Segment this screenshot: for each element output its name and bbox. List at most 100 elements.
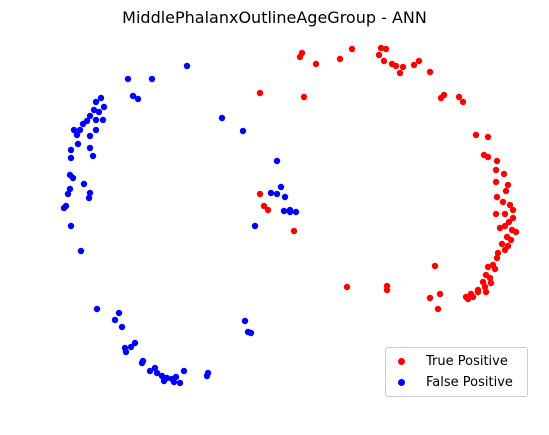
data-point [509,214,517,222]
data-point [86,132,94,140]
data-point [264,206,272,214]
data-point [69,174,77,182]
data-point [296,53,304,61]
data-point [505,218,513,226]
data-point [500,170,508,178]
data-point [281,193,289,201]
data-point [80,180,88,188]
data-point [67,146,75,154]
data-point [60,204,68,212]
data-point [343,283,351,291]
data-point [484,153,492,161]
data-point [504,181,512,189]
data-point [277,183,285,191]
data-point [501,222,509,230]
data-point [85,194,93,202]
data-point [506,201,514,209]
data-point [410,61,418,69]
data-point [170,378,178,386]
data-point [92,98,100,106]
data-point [502,187,510,195]
data-point [241,317,249,325]
data-point [492,178,500,186]
data-point [426,68,434,76]
data-point [127,343,135,351]
data-point [437,94,445,102]
data-point [99,116,107,124]
series-1 [60,62,300,387]
data-point [415,57,423,65]
data-point [158,372,166,380]
data-point [382,45,390,53]
chart-title: MiddlePhalanxOutlineAgeGroup - ANN [122,8,427,27]
data-point [383,286,391,294]
data-point [498,240,506,248]
data-point [95,108,103,116]
data-point [431,262,439,270]
data-point [172,373,180,381]
data-point [494,249,502,257]
data-point [86,144,94,152]
data-point [73,131,81,139]
data-point [74,140,82,148]
data-point [487,279,495,287]
data-point [484,263,492,271]
data-point [426,294,434,302]
data-point [70,126,78,134]
data-point [129,92,137,100]
data-point [509,206,517,214]
data-point [163,374,171,382]
data-point [122,348,130,356]
data-point [501,210,509,218]
legend-marker-icon [398,378,405,386]
data-point [86,112,94,120]
data-point [493,157,501,165]
data-point [111,316,119,324]
data-point [67,154,75,162]
data-point [459,98,467,106]
legend-label: True Positive [426,353,508,369]
data-point [92,116,100,124]
data-point [146,367,154,375]
data-point [86,189,94,197]
data-point [100,103,108,111]
data-point [280,207,288,215]
legend-marker-icon [398,357,405,365]
data-point [507,236,515,244]
data-point [348,45,356,53]
data-point [256,89,264,97]
data-point [472,131,480,139]
data-point [492,166,500,174]
data-point [434,305,442,313]
data-point [148,75,156,83]
data-point [183,62,191,70]
data-point [392,62,400,70]
data-point [399,63,407,71]
data-point [493,254,501,262]
data-point [496,224,504,232]
data-point [474,288,482,296]
data-point [180,367,188,375]
legend: True Positive False Positive [385,347,528,397]
data-point [479,278,487,286]
data-point [89,152,97,160]
data-point [469,293,477,301]
data-point [79,120,87,128]
data-point [115,309,123,317]
data-point [290,227,298,235]
data-point [267,189,275,197]
data-point [67,222,75,230]
data-point [436,290,444,298]
data-point [484,133,492,141]
data-point [377,44,385,52]
data-point [256,190,264,198]
legend-item-series-1: False Positive [398,373,513,391]
data-point [492,210,500,218]
data-point [76,126,84,134]
data-point [482,288,490,296]
data-point [464,295,472,303]
data-point [455,93,463,101]
data-point [93,305,101,313]
data-point [336,55,344,63]
